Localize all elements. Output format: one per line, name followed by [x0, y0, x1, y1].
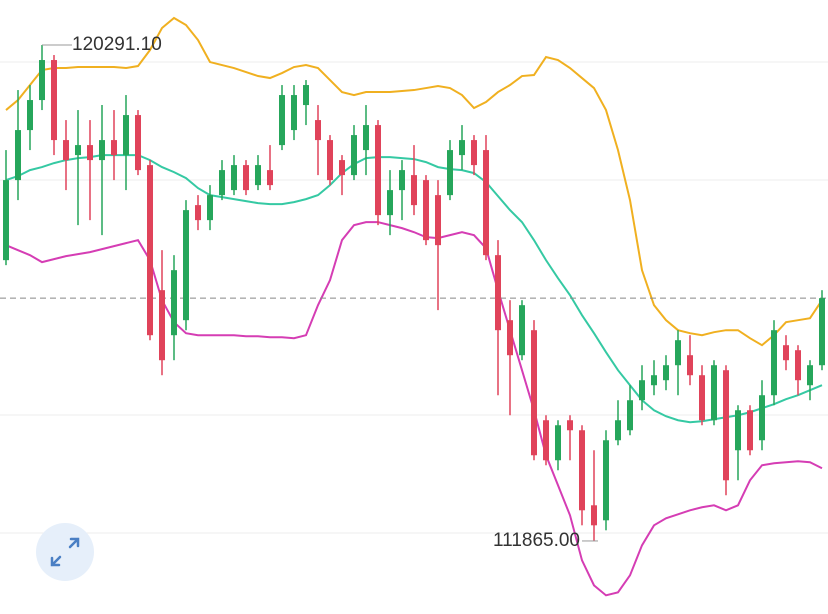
candle-body: [207, 195, 213, 221]
candle-body: [567, 420, 573, 431]
candle-body: [495, 255, 501, 331]
candle-body: [75, 145, 81, 156]
candle-body: [747, 410, 753, 451]
candle-body: [399, 170, 405, 191]
candle-body: [231, 165, 237, 191]
candle-body: [795, 350, 801, 381]
candle-body: [387, 190, 393, 216]
candle-body: [687, 355, 693, 376]
candle-body: [51, 60, 57, 141]
candle-body: [531, 330, 537, 456]
candle-body: [171, 270, 177, 336]
candle-body: [267, 170, 273, 186]
candle-body: [375, 125, 381, 216]
candle-body: [279, 95, 285, 146]
candle-body: [519, 305, 525, 356]
candle-body: [627, 400, 633, 431]
candle-body: [603, 440, 609, 521]
candle-body: [783, 345, 789, 361]
candle-body: [219, 170, 225, 196]
candle-body: [147, 165, 153, 336]
candle-body: [591, 505, 597, 526]
candle-body: [771, 330, 777, 396]
candle-body: [615, 420, 621, 441]
candle-body: [183, 210, 189, 321]
annotation-label: 111865.00: [493, 530, 580, 551]
candle-body: [639, 380, 645, 401]
candle-body: [303, 85, 309, 106]
candle-body: [543, 420, 549, 461]
candle-body: [555, 425, 561, 461]
candle-body: [243, 165, 249, 191]
expand-button[interactable]: [36, 523, 94, 581]
candle-body: [363, 125, 369, 151]
candle-body: [291, 95, 297, 131]
candle-body: [423, 180, 429, 241]
band-line: [5, 16, 823, 347]
candle-body: [663, 365, 669, 381]
plot: 120291.10 111865.00: [0, 16, 828, 597]
candle-body: [507, 320, 513, 356]
expand-button-bg[interactable]: [36, 523, 94, 581]
candle-body: [15, 130, 21, 181]
candle-body: [711, 365, 717, 421]
candle-body: [447, 150, 453, 196]
candle-body: [327, 140, 333, 181]
candle-body: [63, 140, 69, 161]
band-line: [5, 221, 823, 597]
candle-body: [459, 140, 465, 156]
candle-body: [483, 150, 489, 256]
candle-body: [111, 140, 117, 156]
candle-body: [723, 370, 729, 481]
candle-body: [735, 410, 741, 451]
expand-icon: [50, 537, 80, 567]
candle-body: [339, 160, 345, 176]
candle-body: [807, 365, 813, 386]
candle-body: [471, 140, 477, 166]
grid: [0, 61, 828, 534]
candle-body: [315, 120, 321, 141]
candle-body: [99, 140, 105, 161]
candle-body: [87, 145, 93, 161]
candle-body: [819, 298, 825, 366]
candle-body: [759, 395, 765, 441]
candle-body: [675, 340, 681, 366]
candle-body: [135, 115, 141, 171]
candle-body: [123, 115, 129, 156]
candle-body: [411, 175, 417, 206]
candle-body: [351, 135, 357, 176]
candle-body: [39, 60, 45, 101]
candle-body: [255, 165, 261, 186]
candle-body: [159, 290, 165, 361]
candle-body: [27, 100, 33, 131]
candle-body: [579, 430, 585, 511]
annotation-label: 120291.10: [72, 34, 162, 55]
candle-body: [435, 195, 441, 246]
candle-body: [699, 375, 705, 421]
candle-body: [195, 205, 201, 221]
candle-body: [651, 375, 657, 386]
candle-body: [3, 180, 9, 261]
